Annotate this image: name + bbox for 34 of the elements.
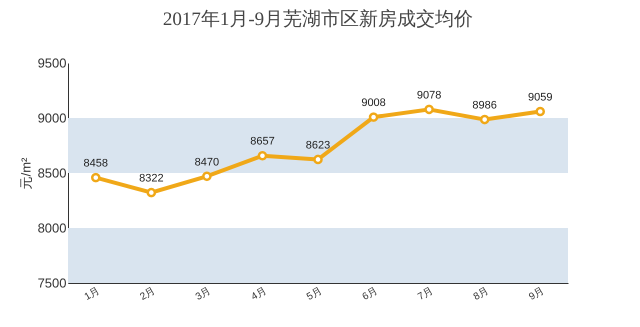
x-tick-label: 4月 [249, 286, 268, 303]
point [313, 154, 323, 164]
point [202, 172, 212, 182]
data-label: 8623 [306, 139, 330, 152]
y-tick-label: 8500 [38, 166, 66, 180]
y-axis-title: 元/m² [18, 156, 34, 190]
data-label: 8322 [139, 172, 164, 185]
point [258, 150, 268, 161]
data-label: 9008 [361, 97, 386, 110]
y-tick-label: 7500 [38, 276, 66, 290]
y-tick-label: 9500 [38, 56, 66, 70]
point [90, 172, 101, 182]
y-tick-label: 8000 [38, 220, 66, 236]
data-label: 8657 [250, 136, 275, 148]
data-label: 8986 [472, 100, 497, 112]
data-label: 9059 [528, 92, 552, 104]
x-tick-label: 9月 [527, 286, 546, 303]
x-tick-label: 5月 [305, 286, 324, 303]
chart-title: 2017年1月-9月芜湖市区新房成交均价 [162, 8, 474, 30]
point [146, 188, 156, 198]
point [368, 112, 378, 122]
x-tick-label: 7月 [416, 286, 436, 303]
point [535, 106, 546, 116]
y-tick-label: 9000 [38, 110, 66, 126]
x-tick-label: 8月 [472, 286, 491, 303]
point [480, 114, 490, 124]
data-label: 9078 [416, 89, 442, 102]
data-label: 8458 [84, 158, 108, 170]
x-tick-label: 2月 [138, 286, 158, 303]
point [424, 104, 434, 114]
x-tick-label: 1月 [82, 286, 102, 303]
x-tick-label: 6月 [360, 286, 380, 303]
data-label: 8470 [194, 156, 220, 168]
x-tick-label: 3月 [194, 286, 213, 303]
